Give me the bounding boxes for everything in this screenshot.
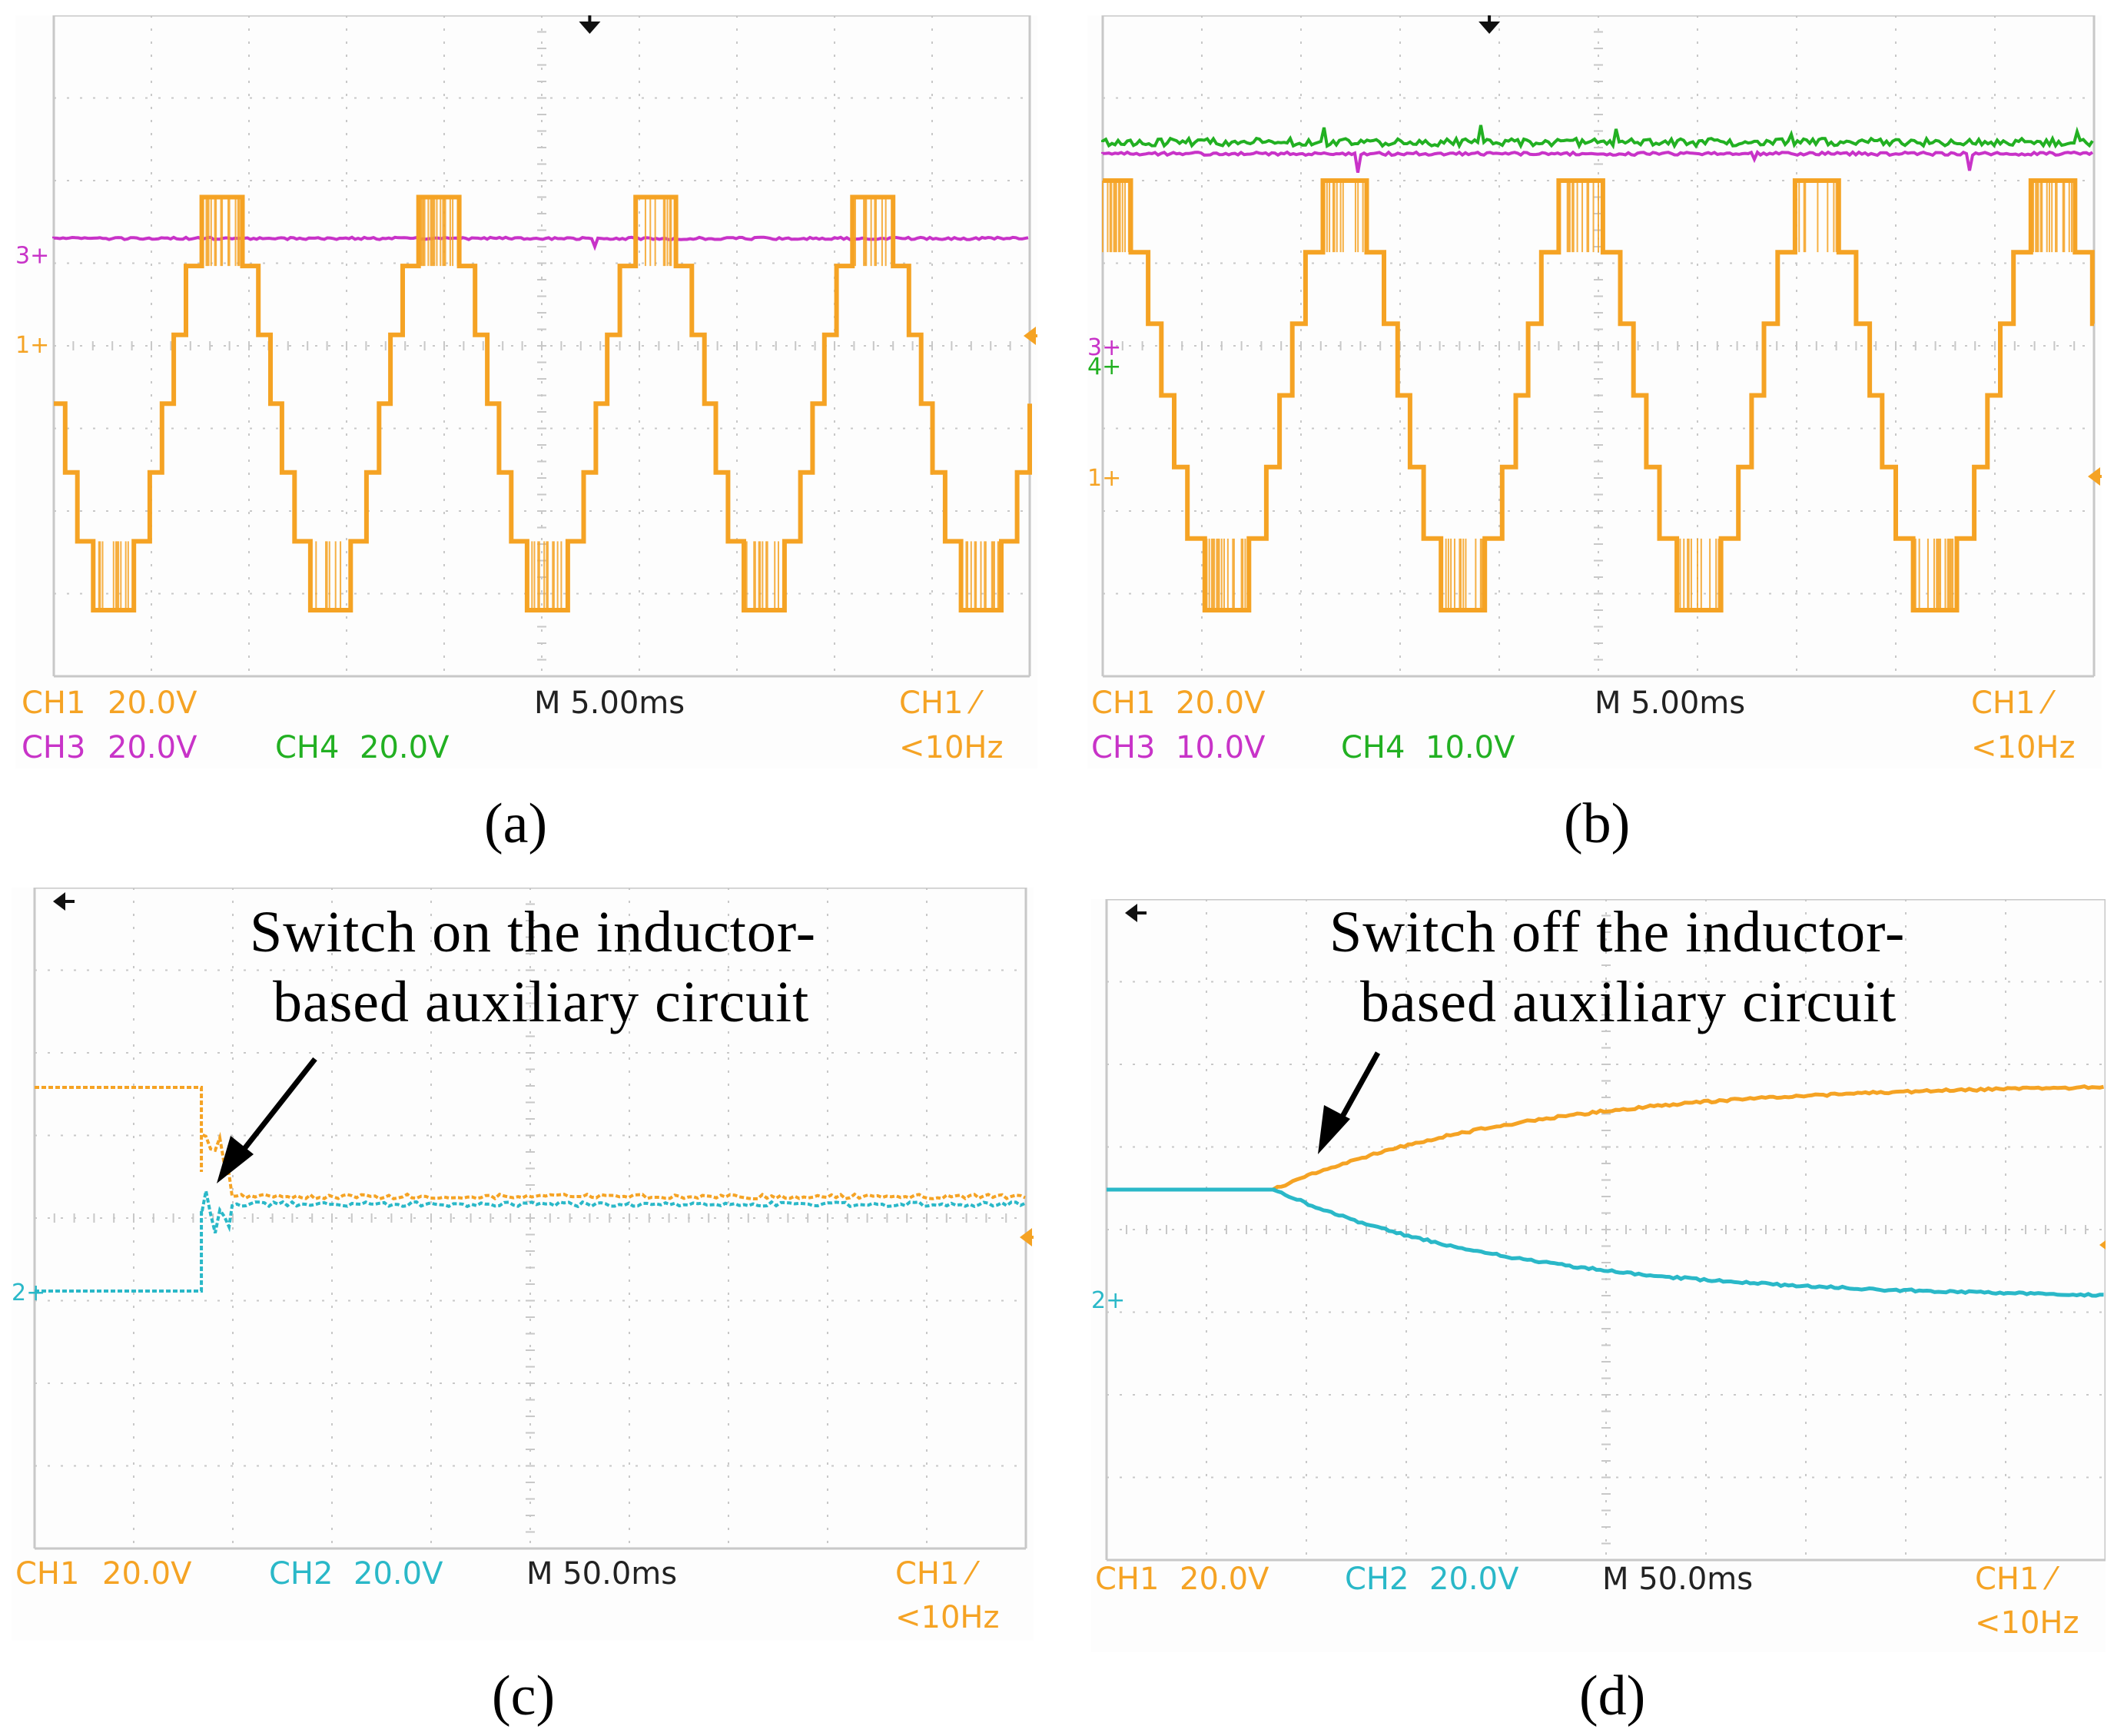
panel-c: 2+ CH1 20.0V CH2 20.0V M 50.0ms CH1 ⁄ <1… xyxy=(0,868,1057,1736)
footer-a-ch3: CH3 xyxy=(22,730,86,765)
footer-a-ch3-scale: 20.0V xyxy=(108,730,197,765)
a-trigger-arrow xyxy=(579,22,601,34)
footer-a-ch4-scale: 20.0V xyxy=(360,730,450,765)
footer-c-ch2: CH2 xyxy=(269,1556,334,1592)
scope-screen-c: 2+ CH1 20.0V CH2 20.0V M 50.0ms CH1 ⁄ <1… xyxy=(12,888,1034,1641)
caption-d: (d) xyxy=(1579,1665,1646,1728)
scope-plot-c: 2+ xyxy=(12,888,1034,1550)
scope-plot-b: 3+4+ 1+ xyxy=(1087,15,2102,678)
a-level-arrow xyxy=(1024,327,1036,345)
footer-b-ch3: CH3 xyxy=(1091,730,1156,765)
d-level-arrow xyxy=(2099,1240,2106,1250)
footer-d-timebase: M 50.0ms xyxy=(1602,1562,1754,1597)
d-marker-2: 2+ xyxy=(1091,1287,1125,1314)
annotation-c: Switch on the inductor- based auxiliary … xyxy=(250,898,816,1037)
d-series-ch2 xyxy=(1107,1187,2104,1298)
annotation-d-line2: based auxiliary circuit xyxy=(1360,970,1897,1035)
footer-b-ch3-scale: 10.0V xyxy=(1176,730,1266,765)
d-series-ch1 xyxy=(1107,1084,2105,1192)
caption-b: (b) xyxy=(1564,792,1631,855)
b-trigger-arrow xyxy=(1478,22,1501,34)
footer-b-timebase: M 5.00ms xyxy=(1595,685,1746,721)
footer-b-ch1-scale: 20.0V xyxy=(1176,685,1266,721)
footer-c-trigger: CH1 ⁄ xyxy=(895,1556,974,1592)
footer-a-trigger: CH1 ⁄ xyxy=(899,685,978,721)
footer-a-ch1-scale: 20.0V xyxy=(108,685,197,721)
footer-d-ch1: CH1 xyxy=(1095,1562,1160,1597)
scope-screen-a: 3+ 1+ CH1 20.0V M 5.00ms CH1 ⁄ CH3 20.0V … xyxy=(15,15,1037,768)
a-marker-3: 3+ xyxy=(15,242,49,269)
annotation-d-line1: Switch off the inductor- xyxy=(1329,900,1906,964)
annotation-d: Switch off the inductor- based auxiliary… xyxy=(1329,898,1905,1037)
footer-a-timebase: M 5.00ms xyxy=(534,685,685,721)
d-trigger-arrow xyxy=(1125,904,1137,922)
b-marker-3: 3+ xyxy=(1087,334,1121,361)
footer-d-ch2-scale: 20.0V xyxy=(1429,1562,1519,1597)
footer-c-ch1: CH1 xyxy=(15,1556,80,1592)
scope-screen-b: 3+ 4+ 1+ CH1 20.0V M 5.00ms CH1 ⁄ CH3 10.0… xyxy=(1087,15,2102,768)
c-level-arrow xyxy=(1020,1228,1032,1246)
footer-d-ch2: CH2 xyxy=(1345,1562,1409,1597)
c-marker-2: 2+ xyxy=(12,1280,45,1306)
scope-plot-a: 3+ 1+ xyxy=(15,15,1037,678)
c-series-ch1 xyxy=(35,1086,1026,1201)
c-trigger-arrow xyxy=(53,892,65,911)
annotation-c-line1: Switch on the inductor- xyxy=(250,900,817,964)
footer-d-ch1-scale: 20.0V xyxy=(1180,1562,1269,1597)
b-level-arrow xyxy=(2088,467,2100,486)
footer-c-timebase: M 50.0ms xyxy=(526,1556,678,1592)
b-series-ch3 xyxy=(1101,149,2094,173)
footer-d-freq: <10Hz xyxy=(1975,1605,2079,1641)
footer-b-ch4: CH4 xyxy=(1341,730,1405,765)
panel-d: 2+ CH1 20.0V CH2 20.0V M 50.0ms CH1 ⁄ <1… xyxy=(1080,868,2114,1736)
footer-b-trigger: CH1 ⁄ xyxy=(1971,685,2050,721)
annotation-c-line2: based auxiliary circuit xyxy=(273,970,810,1035)
caption-c: (c) xyxy=(492,1665,556,1728)
b-marker-1: 1+ xyxy=(1087,465,1121,492)
b-marker-4: 4+ xyxy=(1087,354,1121,380)
panel-b: 3+ 4+ 1+ CH1 20.0V M 5.00ms CH1 ⁄ CH3 10.0… xyxy=(1080,0,2114,868)
footer-a-ch1: CH1 xyxy=(22,685,86,721)
a-series-ch1 xyxy=(54,194,1032,612)
footer-c-ch2-scale: 20.0V xyxy=(353,1556,443,1592)
scope-plot-d: 2+ xyxy=(1091,899,2106,1562)
footer-a-ch4: CH4 xyxy=(275,730,340,765)
footer-b-ch4-scale: 10.0V xyxy=(1425,730,1515,765)
footer-b-freq: <10Hz xyxy=(1971,730,2076,765)
c-series-ch2 xyxy=(35,1190,1026,1293)
caption-a: (a) xyxy=(484,792,548,855)
a-marker-1: 1+ xyxy=(15,332,49,359)
b-series-ch4 xyxy=(1101,124,2094,150)
panel-a: 3+ 1+ CH1 20.0V M 5.00ms CH1 ⁄ CH3 20.0V … xyxy=(0,0,1057,868)
footer-a-freq: <10Hz xyxy=(899,730,1004,765)
footer-c-ch1-scale: 20.0V xyxy=(102,1556,192,1592)
footer-b-ch1: CH1 xyxy=(1091,685,1156,721)
footer-c-freq: <10Hz xyxy=(895,1600,1000,1635)
scope-screen-d: 2+ CH1 20.0V CH2 20.0V M 50.0ms CH1 ⁄ <1… xyxy=(1091,899,2106,1652)
footer-d-trigger: CH1 ⁄ xyxy=(1975,1562,2054,1597)
